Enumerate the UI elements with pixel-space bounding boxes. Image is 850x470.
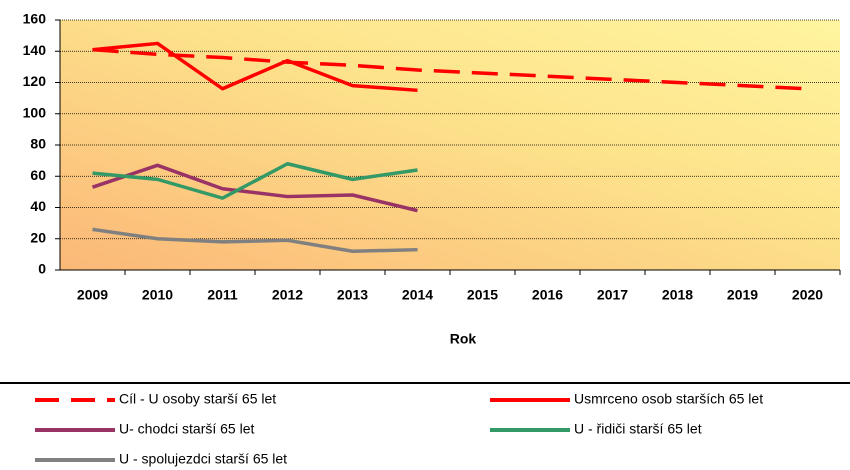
y-tick-label: 60 [30,167,46,183]
series-line [92,47,808,91]
x-axis-title: Rok [450,331,477,347]
x-tick-label: 2019 [727,287,758,303]
y-tick-label: 120 [23,73,47,89]
x-tick-label: 2011 [207,287,238,303]
y-tick-label: 80 [30,136,46,152]
y-tick-label: 140 [23,42,47,58]
x-tick-label: 2012 [272,287,303,303]
series-line [91,163,418,213]
y-tick-label: 20 [30,229,46,245]
legend-label: U - řidiči starší 65 let [574,421,702,437]
series-line [92,227,418,253]
series-line [92,162,418,200]
x-tick-label: 2016 [532,287,563,303]
x-tick-label: 2014 [402,287,433,303]
y-tick-label: 0 [38,261,46,277]
x-tick-label: 2020 [792,287,823,303]
x-tick-label: 2013 [337,287,368,303]
x-tick-label: 2018 [662,287,693,303]
y-tick-label: 100 [23,104,47,120]
x-tick-label: 2010 [142,287,173,303]
x-tick-label: 2015 [467,287,498,303]
y-tick-label: 40 [30,198,46,214]
legend-label: Cíl - U osoby starší 65 let [119,391,276,407]
legend-label: U - spolujezdci starší 65 let [119,451,287,467]
legend-label: U- chodci starší 65 let [119,421,254,437]
legend-label: Usmrceno osob starších 65 let [574,391,763,407]
x-tick-label: 2017 [597,287,628,303]
x-tick-label: 2009 [77,287,108,303]
y-tick-label: 160 [23,11,47,27]
series-line [92,41,418,93]
